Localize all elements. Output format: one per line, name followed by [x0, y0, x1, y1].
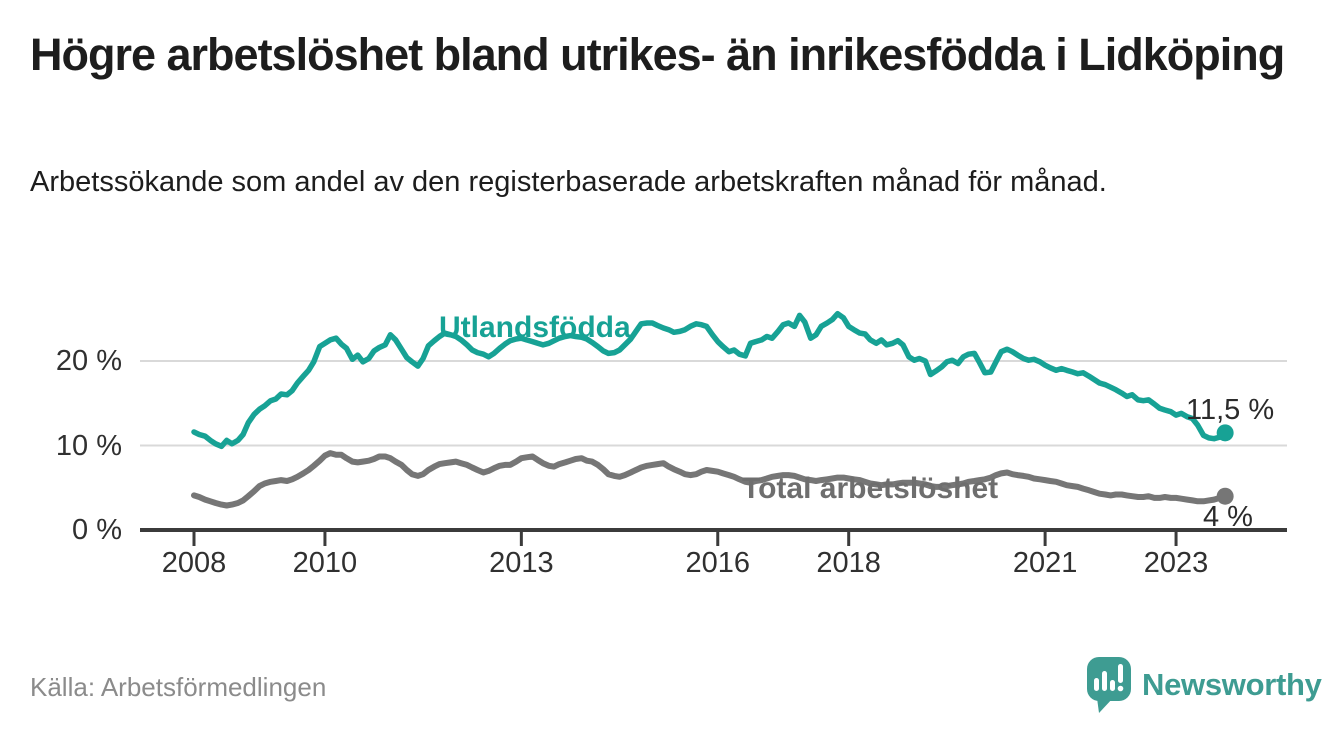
x-tick-label: 2018: [816, 547, 881, 579]
series-label-total-arbetsloshet: Total arbetslöshet: [742, 472, 999, 505]
x-tick-label: 2016: [685, 547, 750, 579]
x-tick-label: 2021: [1012, 547, 1078, 579]
series-line-total-arbetsl-shet: [191, 450, 1229, 509]
end-value-label-utlandsfodda: 11,5 %: [1186, 394, 1275, 426]
brand-name: Newsworthy: [1142, 667, 1322, 702]
x-tick-label: 2008: [161, 547, 227, 579]
source-note: Källa: Arbetsförmedlingen: [30, 672, 327, 702]
series-label-utlandsfodda: Utlandsfödda: [439, 311, 631, 344]
x-tick-label: 2010: [292, 547, 358, 579]
y-tick-label: 10 %: [55, 429, 122, 462]
x-tick-label: 2023: [1143, 547, 1209, 579]
series-end-dot: [1216, 424, 1234, 442]
page-subtitle: Arbetssökande som andel av den registerb…: [30, 166, 1107, 198]
end-value-label-total: 4 %: [1203, 501, 1253, 533]
brand-logo: Newsworthy: [1086, 656, 1322, 714]
y-tick-label: 20 %: [55, 345, 122, 377]
y-tick-label: 0 %: [72, 514, 122, 546]
newsworthy-logo-icon: [1087, 657, 1131, 713]
page-title: Högre arbetslöshet bland utrikes- än inr…: [30, 29, 1285, 80]
x-tick-label: 2013: [489, 547, 554, 579]
series-line-utlandsf-dda: [191, 310, 1228, 450]
series-end-dot: [1216, 487, 1234, 505]
